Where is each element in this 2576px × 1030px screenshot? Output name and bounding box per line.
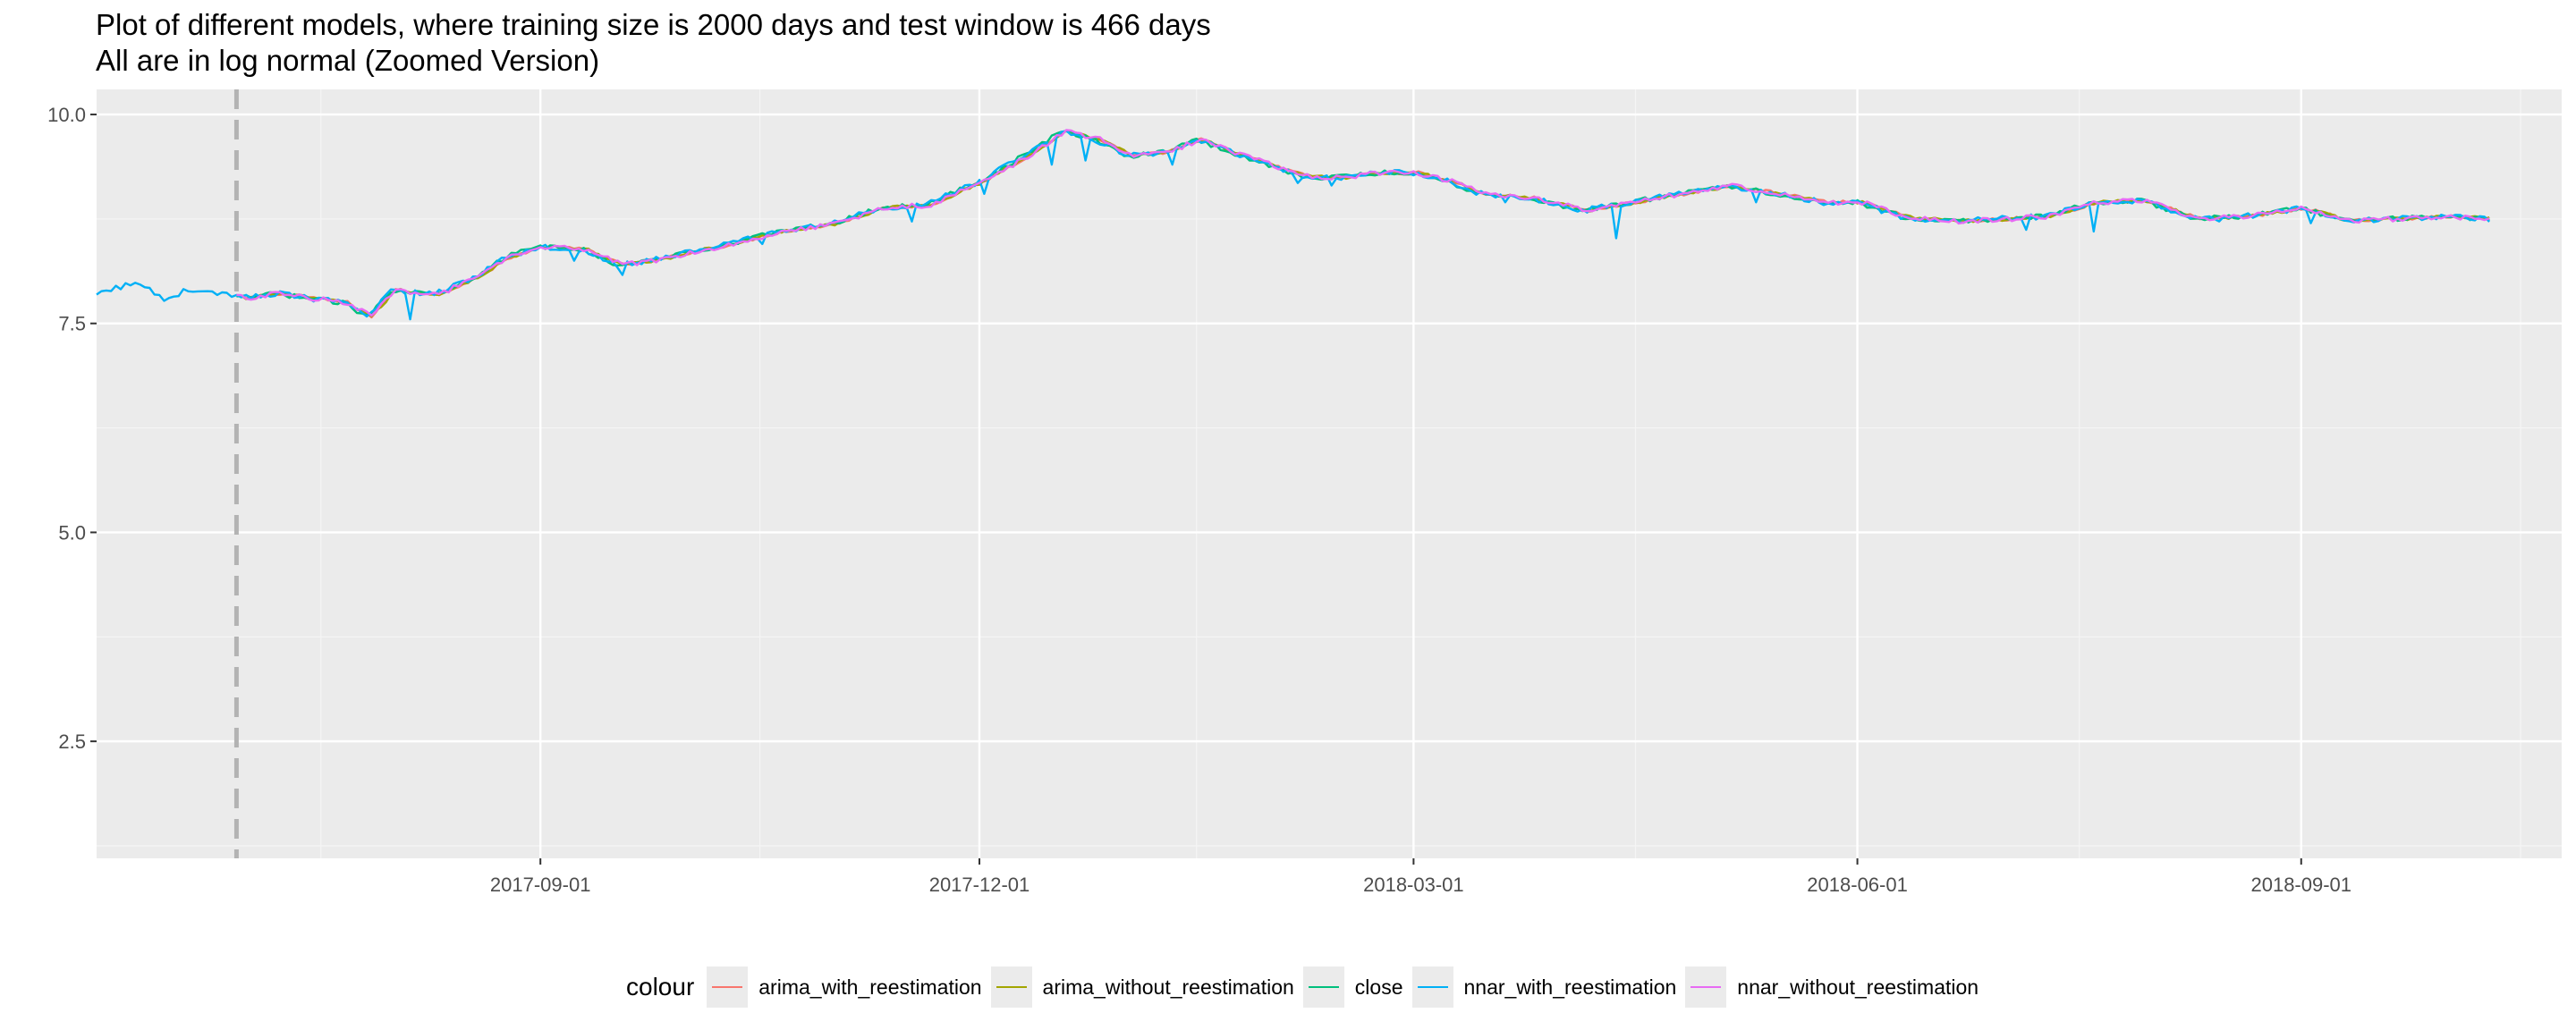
legend-item-nnar-with-reestimation: nnar_with_reestimation — [1411, 967, 1677, 1008]
legend-label: close — [1354, 975, 1403, 999]
legend-swatch — [1417, 986, 1448, 988]
legend-title: colour — [626, 973, 695, 1000]
legend-swatch — [712, 986, 743, 988]
y-tick-label: 7.5 — [58, 313, 86, 335]
legend-swatch — [1308, 986, 1339, 988]
legend-key — [990, 967, 1032, 1008]
legend-label: nnar_with_reestimation — [1463, 975, 1677, 999]
plot-panel — [97, 89, 2562, 858]
legend-key — [707, 967, 749, 1008]
legend-swatch — [1690, 986, 1722, 988]
legend: colour arima_with_reestimation arima_wit… — [626, 967, 1987, 1008]
y-tick-label: 2.5 — [58, 730, 86, 753]
legend-item-arima-without-reestimation: arima_without_reestimation — [990, 967, 1294, 1008]
x-tick-label: 2018-06-01 — [1807, 874, 1908, 896]
legend-label: arima_without_reestimation — [1042, 975, 1294, 999]
legend-key — [1685, 967, 1727, 1008]
x-tick-label: 2017-09-01 — [490, 874, 591, 896]
legend-item-arima-with-reestimation: arima_with_reestimation — [707, 967, 982, 1008]
legend-item-nnar-without-reestimation: nnar_without_reestimation — [1685, 967, 1979, 1008]
legend-key — [1411, 967, 1453, 1008]
x-tick-label: 2018-03-01 — [1363, 874, 1464, 896]
chart-title: Plot of different models, where training… — [96, 7, 1211, 79]
x-tick-label: 2017-12-01 — [929, 874, 1030, 896]
y-tick-label: 10.0 — [47, 104, 86, 126]
x-tick-label: 2018-09-01 — [2250, 874, 2351, 896]
legend-item-close: close — [1302, 967, 1403, 1008]
legend-key — [1302, 967, 1344, 1008]
series-line-nnar-without-reestimation — [236, 129, 2490, 317]
legend-label: arima_with_reestimation — [758, 975, 982, 999]
title-line-1: Plot of different models, where training… — [96, 8, 1211, 41]
legend-label: nnar_without_reestimation — [1737, 975, 1979, 999]
title-line-2: All are in log normal (Zoomed Version) — [96, 44, 600, 77]
legend-swatch — [996, 986, 1027, 988]
y-tick-label: 5.0 — [58, 521, 86, 544]
